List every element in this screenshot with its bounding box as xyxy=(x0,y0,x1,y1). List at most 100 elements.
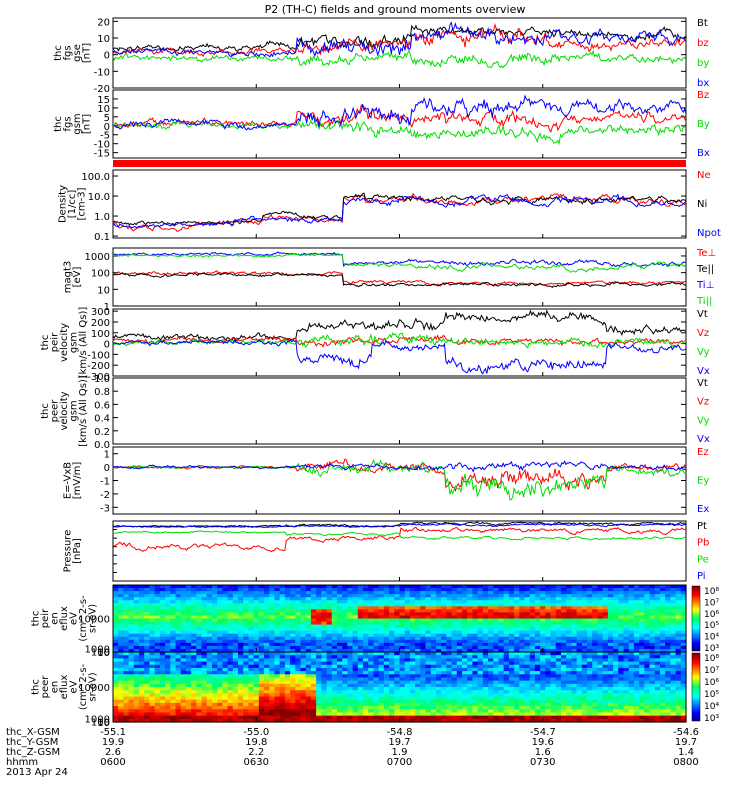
legend-entry: Ez xyxy=(697,447,709,458)
y-tick-label: 10000 xyxy=(78,615,110,626)
panel-frame xyxy=(113,170,686,238)
spectrogram xyxy=(113,585,687,653)
y-tick-label: 100.0 xyxy=(81,172,110,183)
y-tick-label: 0 xyxy=(104,51,110,62)
legend-entry: Bt xyxy=(697,18,708,29)
legend-entry: Te|| xyxy=(696,264,714,275)
y-axis-label-line: [cm-3] xyxy=(77,187,88,220)
y-tick-label: 1000 xyxy=(85,252,110,263)
legend-entry: Pe xyxy=(697,554,709,565)
y-tick-label: 10 xyxy=(97,648,110,659)
y-tick-label: 0 xyxy=(104,463,110,474)
legend-entry: Vy xyxy=(697,347,710,358)
y-tick-label: 0.2 xyxy=(94,427,110,438)
y-axis-label-line: [mV/m] xyxy=(72,462,83,500)
y-axis-label: magt3[eV] xyxy=(62,261,83,294)
legend-entry: Ey xyxy=(697,476,709,487)
legend-entry: Vz xyxy=(697,328,709,339)
y-tick-label: 1.0 xyxy=(94,212,110,223)
legend-entry: Ex xyxy=(697,504,709,515)
y-tick-label: 0 xyxy=(104,340,110,351)
legend-entry: Te⊥ xyxy=(696,248,716,259)
y-tick-label: -20 xyxy=(94,84,110,95)
colorbar-tick-label: 10⁸ xyxy=(704,587,719,597)
y-tick-label: 100 xyxy=(91,269,110,280)
spectrogram xyxy=(113,652,687,723)
y-tick-label: -200 xyxy=(87,361,110,372)
panel-3: Density[1/cc][cm-3] 100.0 10.0 1.0 0.1 Ne Ni Np… xyxy=(58,170,721,243)
panel-8: Pressure[nPa] Pt Pb Pe Pi xyxy=(62,521,709,582)
y-tick-label: 20 xyxy=(97,17,110,28)
y-tick-label: 1.0 xyxy=(94,374,110,385)
y-tick-label: 0.6 xyxy=(94,400,110,411)
y-axis-label-line: [nT] xyxy=(81,43,92,63)
y-tick-label: -15 xyxy=(94,149,110,160)
y-axis-label-line: [km/s (All Qs)] xyxy=(78,375,89,447)
colorbar-tick-label: 10⁶ xyxy=(704,610,719,620)
legend-entry: bx xyxy=(697,78,709,89)
colorbar-tick-label: 10⁴ xyxy=(704,633,719,643)
y-tick-label: 200 xyxy=(91,318,110,329)
y-tick-label: -100 xyxy=(87,350,110,361)
legend-entry: Pt xyxy=(697,521,707,532)
y-tick-label: 10000 xyxy=(78,683,110,694)
y-axis-label: Density[1/cc][cm-3] xyxy=(58,185,88,223)
y-axis-label: E=-VxB[mV/m] xyxy=(62,462,83,500)
legend-entry: By xyxy=(697,119,710,130)
colorbar xyxy=(692,586,700,651)
panel-10: thcpeerenefluxeV(cm^2-s-sr-eV)1000010001… xyxy=(31,652,720,729)
legend-entry: Ti⊥ xyxy=(696,280,714,291)
legend-entry: Npot xyxy=(697,228,721,239)
panel-9: thcpeirenefluxeV(cm^2-s-sr-eV)1000010001… xyxy=(31,585,720,659)
legend-entry: Vx xyxy=(697,434,710,445)
legend-entry: Vy xyxy=(697,415,710,426)
series-line-Te|| xyxy=(113,273,686,288)
legend-entry: Vt xyxy=(697,309,708,320)
series-line-Vx xyxy=(113,340,686,374)
series-line-Bx xyxy=(113,96,686,130)
y-axis-label-line: [nPa] xyxy=(72,538,83,564)
y-tick-label: 10 xyxy=(97,34,110,45)
legend-entry: Pi xyxy=(697,571,706,582)
y-tick-label: 10 xyxy=(97,285,110,296)
colorbar-tick-label: 10⁵ xyxy=(704,621,719,631)
y-axis-label: Pressure[nPa] xyxy=(62,530,83,573)
y-tick-label: 100 xyxy=(91,329,110,340)
y-tick-label: 300 xyxy=(91,307,110,318)
series-line-Ti|| xyxy=(113,254,686,272)
y-tick-label: -2 xyxy=(100,490,110,501)
y-tick-label: 0.4 xyxy=(94,414,110,425)
legend-entry: by xyxy=(697,58,709,69)
chart-title: P2 (TH-C) fields and ground moments over… xyxy=(265,3,526,16)
legend-entry: Ni xyxy=(697,199,707,210)
legend-entry: Bz xyxy=(697,90,709,101)
y-tick-label: -10 xyxy=(94,67,110,78)
y-tick-label: 0.1 xyxy=(94,232,110,243)
y-tick-label: -1 xyxy=(100,477,110,488)
legend-entry: bz xyxy=(697,38,709,49)
y-tick-label: 1 xyxy=(104,450,110,461)
y-tick-label: 0.8 xyxy=(94,387,110,398)
y-tick-label: 10.0 xyxy=(88,192,110,203)
legend-entry: Bx xyxy=(697,148,710,159)
legend-entry: Vt xyxy=(697,378,708,389)
y-axis-label-line: [eV] xyxy=(72,267,83,288)
y-axis-label-line: [nT] xyxy=(81,114,92,134)
y-tick-label: -3 xyxy=(100,503,110,514)
series-line-Ez xyxy=(113,459,686,490)
series-line-Vt xyxy=(113,311,686,341)
legend-entry: Vz xyxy=(697,397,709,408)
legend-entry: Ti|| xyxy=(696,296,712,307)
panel-frame xyxy=(113,378,686,444)
legend-entry: Ne xyxy=(697,170,711,181)
legend-entry: Pb xyxy=(697,538,709,549)
